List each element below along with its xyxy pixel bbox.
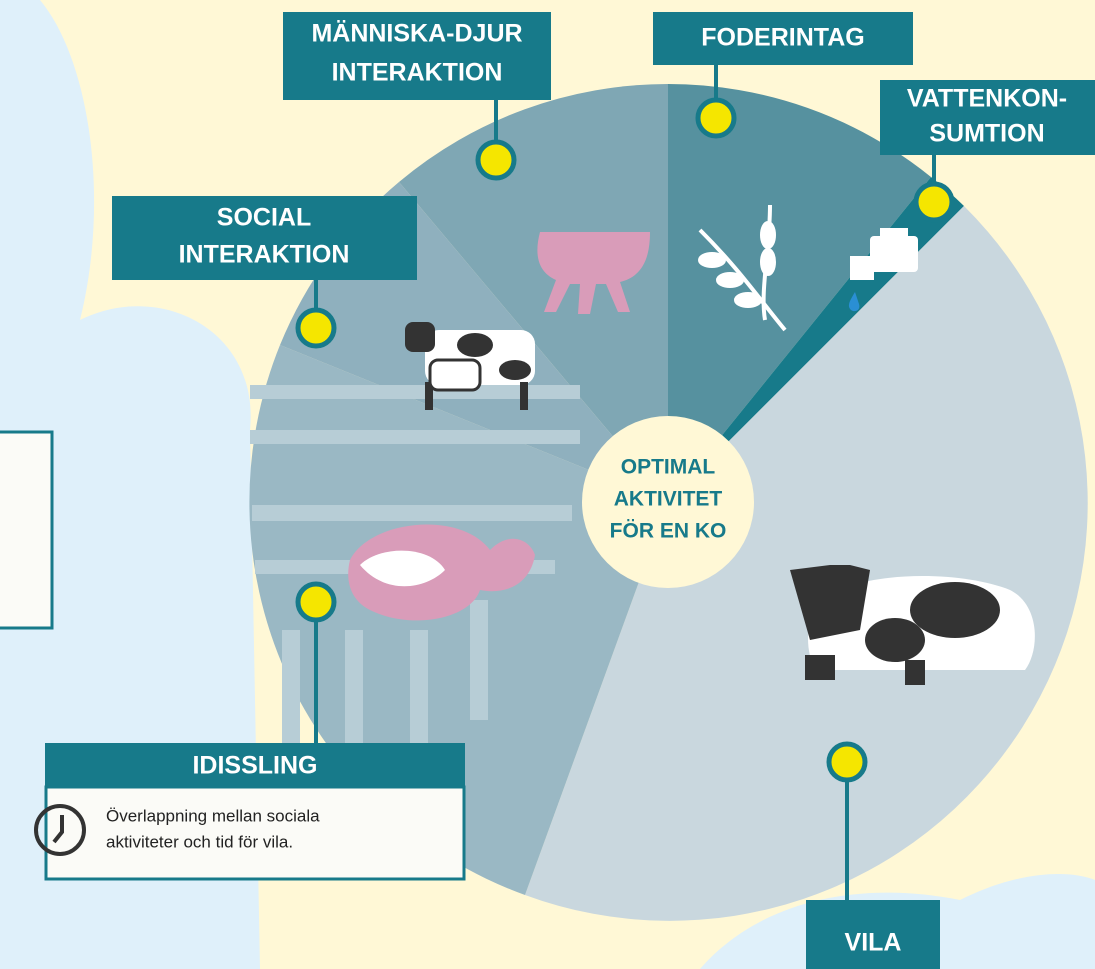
segment-label: SUMTION xyxy=(929,120,1044,148)
segment-label: INTERAKTION xyxy=(179,241,350,269)
marker-dot xyxy=(298,584,334,620)
segment-label: SOCIAL xyxy=(217,204,311,232)
segment-label: IDISSLING xyxy=(192,752,317,780)
center-title: AKTIVITET xyxy=(614,488,723,511)
segment-label: INTERAKTION xyxy=(332,59,503,87)
marker-dot xyxy=(829,744,865,780)
note-text: aktiviteter och tid för vila. xyxy=(106,832,293,851)
segment-label: VILA xyxy=(845,929,902,957)
segment-label: VATTENKON- xyxy=(907,85,1067,113)
note-text: Överlappning mellan sociala xyxy=(106,806,320,825)
marker-dot xyxy=(298,310,334,346)
marker-dot xyxy=(478,142,514,178)
center-title: OPTIMAL xyxy=(621,456,716,479)
marker-dot xyxy=(698,100,734,136)
segment-label: FODERINTAG xyxy=(701,24,864,52)
marker-dot xyxy=(916,184,952,220)
center-title: FÖR EN KO xyxy=(610,520,727,543)
infographic: OPTIMAL AKTIVITET FÖR EN KO MÄNNISKA-DJU… xyxy=(0,0,1095,969)
side-panel xyxy=(0,432,52,628)
segment-label: MÄNNISKA-DJUR xyxy=(311,20,522,48)
